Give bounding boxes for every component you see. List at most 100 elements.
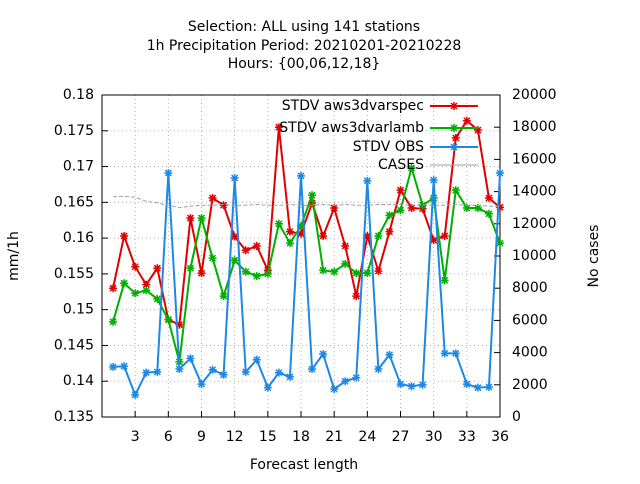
legend-label: STDV OBS — [353, 139, 424, 155]
point-marker — [451, 349, 460, 358]
x-tick-label: 9 — [197, 429, 206, 445]
y-tick-label: 0.16 — [63, 230, 94, 246]
legend-label: STDV aws3dvarspec — [282, 98, 424, 114]
y-tick-label: 0.165 — [54, 194, 94, 210]
title-line: 1h Precipitation Period: 20210201-202102… — [147, 38, 462, 54]
point-marker — [341, 259, 350, 268]
point-marker — [186, 214, 195, 223]
y2-tick-label: 20000 — [512, 87, 557, 103]
point-marker — [142, 280, 151, 289]
point-marker — [407, 204, 416, 213]
point-marker — [462, 116, 471, 125]
point-marker — [252, 272, 261, 281]
point-marker — [131, 390, 140, 399]
legend-label: CASES — [378, 157, 424, 173]
y2-tick-label: 6000 — [512, 312, 548, 328]
y2-tick-label: 12000 — [512, 216, 557, 232]
point-marker — [186, 264, 195, 273]
point-marker — [352, 292, 361, 301]
point-marker — [440, 349, 449, 358]
point-marker — [274, 219, 283, 228]
point-marker — [396, 380, 405, 389]
y-axis-label: mm/1h — [6, 231, 22, 281]
y2-tick-label: 4000 — [512, 345, 548, 361]
title-line: Hours: {00,06,12,18} — [228, 56, 381, 72]
x-tick-label: 36 — [491, 429, 509, 445]
point-marker — [109, 284, 118, 293]
point-marker — [484, 382, 493, 391]
point-marker — [175, 320, 184, 329]
y2-tick-label: 16000 — [512, 151, 557, 167]
y2-tick-label: 2000 — [512, 377, 548, 393]
point-marker — [484, 194, 493, 203]
point-marker — [142, 286, 151, 295]
x-tick-label: 30 — [425, 429, 443, 445]
point-marker — [153, 264, 162, 273]
point-marker — [418, 380, 427, 389]
point-marker — [473, 126, 482, 135]
point-marker — [496, 168, 504, 177]
point-marker — [308, 191, 317, 200]
point-marker — [153, 367, 162, 376]
point-marker — [473, 204, 482, 213]
legend-label: STDV aws3dvarlamb — [279, 120, 424, 136]
point-marker — [319, 231, 328, 240]
point-marker — [473, 383, 482, 392]
point-marker — [330, 204, 339, 213]
point-marker — [186, 354, 195, 363]
y2-tick-label: 14000 — [512, 184, 557, 200]
point-marker — [418, 201, 427, 210]
point-marker — [208, 254, 217, 263]
point-marker — [164, 315, 173, 324]
point-marker — [363, 176, 372, 185]
point-marker — [197, 380, 206, 389]
y2-axis-label: No cases — [586, 225, 602, 288]
point-marker — [496, 203, 504, 212]
point-marker — [219, 201, 228, 210]
point-marker — [308, 365, 317, 374]
point-marker — [352, 269, 361, 278]
y2-tick-label: 18000 — [512, 119, 557, 135]
point-marker — [407, 163, 416, 172]
plot-border — [101, 94, 501, 418]
y-tick-label: 0.145 — [54, 337, 94, 353]
point-marker — [297, 171, 305, 180]
series-line — [113, 195, 501, 209]
x-tick-label: 24 — [358, 429, 376, 445]
y-tick-label: 0.14 — [63, 373, 94, 389]
point-marker — [285, 239, 294, 248]
y-tick-label: 0.17 — [63, 159, 94, 175]
y-tick-label: 0.175 — [54, 123, 94, 139]
point-marker — [120, 279, 129, 288]
point-marker — [241, 246, 250, 255]
y-tick-label: 0.15 — [63, 302, 94, 318]
point-marker — [363, 269, 372, 278]
point-marker — [219, 370, 228, 379]
series-line — [112, 172, 501, 398]
point-marker — [131, 262, 140, 271]
point-marker — [484, 209, 493, 218]
point-marker — [374, 267, 383, 276]
point-marker — [352, 373, 361, 382]
point-marker — [330, 385, 339, 394]
point-marker — [241, 367, 250, 376]
point-marker — [142, 368, 151, 377]
point-marker — [451, 133, 460, 142]
point-marker — [109, 317, 118, 326]
point-marker — [230, 174, 239, 183]
point-marker — [153, 294, 162, 303]
point-marker — [385, 350, 394, 359]
legend-marker — [450, 102, 458, 110]
point-marker — [219, 292, 228, 301]
y2-tick-label: 8000 — [512, 280, 548, 296]
y-tick-label: 0.18 — [63, 87, 94, 103]
legend-marker — [450, 143, 458, 151]
point-marker — [274, 368, 283, 377]
point-marker — [462, 380, 471, 389]
point-marker — [252, 355, 261, 364]
x-tick-label: 33 — [458, 429, 476, 445]
point-marker — [396, 206, 405, 215]
y2-tick-label: 10000 — [512, 248, 557, 264]
x-tick-label: 27 — [392, 429, 410, 445]
point-marker — [120, 362, 129, 371]
